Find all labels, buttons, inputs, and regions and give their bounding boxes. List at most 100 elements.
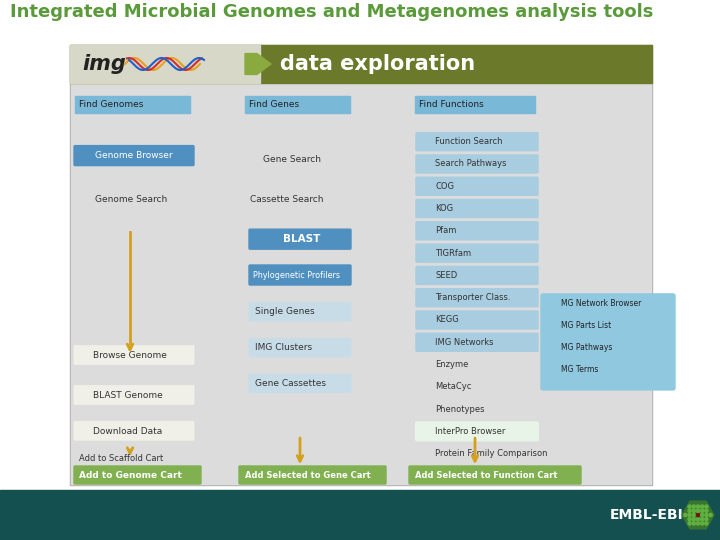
FancyBboxPatch shape	[74, 346, 194, 365]
Circle shape	[696, 518, 700, 521]
Text: Function Search: Function Search	[435, 137, 503, 146]
FancyBboxPatch shape	[416, 133, 538, 151]
Text: Transporter Class.: Transporter Class.	[435, 293, 510, 302]
FancyBboxPatch shape	[249, 229, 351, 249]
Text: Search Pathways: Search Pathways	[435, 159, 506, 168]
Text: Find Genes: Find Genes	[249, 100, 299, 110]
Circle shape	[692, 505, 696, 508]
Circle shape	[696, 509, 700, 512]
Text: data exploration: data exploration	[280, 54, 475, 74]
Text: COG: COG	[435, 182, 454, 191]
Bar	[0, 490, 720, 540]
FancyBboxPatch shape	[249, 339, 351, 356]
Circle shape	[696, 505, 700, 508]
Circle shape	[692, 514, 696, 517]
FancyBboxPatch shape	[249, 303, 351, 321]
Bar	[70, 45, 652, 83]
FancyBboxPatch shape	[416, 222, 538, 240]
FancyBboxPatch shape	[416, 155, 538, 173]
Text: KEGG: KEGG	[435, 315, 459, 325]
FancyBboxPatch shape	[245, 96, 350, 113]
Circle shape	[692, 518, 696, 521]
Text: InterPro Browser: InterPro Browser	[435, 427, 505, 436]
Text: Add to Scaffold Cart: Add to Scaffold Cart	[79, 454, 163, 463]
Text: Add Selected to Gene Cart: Add Selected to Gene Cart	[245, 470, 371, 480]
Text: TIGRfam: TIGRfam	[435, 248, 471, 258]
Text: MG Network Browser: MG Network Browser	[561, 299, 642, 308]
Text: KOG: KOG	[435, 204, 453, 213]
Circle shape	[688, 505, 691, 508]
FancyArrow shape	[245, 53, 271, 75]
Text: MetaCyc: MetaCyc	[435, 382, 472, 392]
FancyBboxPatch shape	[249, 374, 351, 393]
Circle shape	[709, 514, 712, 517]
Text: MG Pathways: MG Pathways	[561, 343, 613, 353]
FancyBboxPatch shape	[416, 244, 538, 262]
Circle shape	[696, 514, 700, 517]
Circle shape	[701, 505, 704, 508]
Text: img: img	[82, 54, 126, 74]
Circle shape	[692, 509, 696, 512]
Text: MG Parts List: MG Parts List	[561, 321, 611, 330]
Circle shape	[705, 509, 708, 512]
Text: Genome Browser: Genome Browser	[95, 151, 173, 160]
Text: Find Genomes: Find Genomes	[79, 100, 143, 110]
FancyBboxPatch shape	[416, 266, 538, 285]
Text: Integrated Microbial Genomes and Metagenomes analysis tools: Integrated Microbial Genomes and Metagen…	[10, 3, 653, 21]
FancyBboxPatch shape	[416, 177, 538, 195]
FancyBboxPatch shape	[416, 422, 538, 441]
Circle shape	[705, 518, 708, 521]
FancyBboxPatch shape	[74, 386, 194, 404]
Bar	[70, 45, 652, 485]
Circle shape	[696, 522, 700, 525]
Circle shape	[701, 509, 704, 512]
Circle shape	[684, 514, 687, 517]
Text: BLAST Genome: BLAST Genome	[93, 391, 163, 400]
Text: Enzyme: Enzyme	[435, 360, 469, 369]
Text: Pfam: Pfam	[435, 226, 456, 235]
Text: SEED: SEED	[435, 271, 457, 280]
Text: MG Terms: MG Terms	[561, 366, 598, 374]
FancyBboxPatch shape	[239, 466, 386, 484]
FancyBboxPatch shape	[416, 200, 538, 218]
Circle shape	[701, 514, 704, 517]
Bar	[70, 45, 260, 83]
FancyBboxPatch shape	[74, 421, 194, 440]
Text: Phenotypes: Phenotypes	[435, 404, 485, 414]
Text: Browse Genome: Browse Genome	[93, 351, 167, 360]
FancyBboxPatch shape	[416, 333, 538, 352]
Text: Phylogenetic Profilers: Phylogenetic Profilers	[253, 271, 340, 280]
FancyBboxPatch shape	[416, 289, 538, 307]
Circle shape	[705, 522, 708, 525]
FancyBboxPatch shape	[409, 466, 581, 484]
Circle shape	[701, 522, 704, 525]
Circle shape	[692, 522, 696, 525]
FancyBboxPatch shape	[74, 146, 194, 166]
Text: Gene Search: Gene Search	[263, 155, 321, 164]
FancyBboxPatch shape	[415, 96, 535, 113]
Text: Single Genes: Single Genes	[255, 307, 315, 316]
Text: Download Data: Download Data	[93, 427, 162, 436]
FancyBboxPatch shape	[416, 311, 538, 329]
Text: Cassette Search: Cassette Search	[250, 195, 323, 204]
Circle shape	[688, 514, 691, 517]
Circle shape	[688, 522, 691, 525]
Circle shape	[701, 518, 704, 521]
Text: Add Selected to Function Cart: Add Selected to Function Cart	[415, 470, 557, 480]
Circle shape	[688, 509, 691, 512]
FancyBboxPatch shape	[541, 294, 675, 390]
FancyBboxPatch shape	[74, 466, 201, 484]
Text: Protein Family Comparison: Protein Family Comparison	[435, 449, 547, 458]
Circle shape	[705, 514, 708, 517]
Text: Add to Genome Cart: Add to Genome Cart	[79, 470, 182, 480]
Text: Genome Search: Genome Search	[95, 195, 167, 204]
Bar	[71, 46, 651, 484]
Text: BLAST: BLAST	[283, 234, 320, 244]
Text: EMBL-EBI: EMBL-EBI	[610, 508, 684, 522]
Circle shape	[705, 505, 708, 508]
Text: IMG Networks: IMG Networks	[435, 338, 493, 347]
Text: Find Functions: Find Functions	[419, 100, 484, 110]
Circle shape	[688, 518, 691, 521]
FancyBboxPatch shape	[75, 96, 190, 113]
FancyBboxPatch shape	[249, 265, 351, 285]
